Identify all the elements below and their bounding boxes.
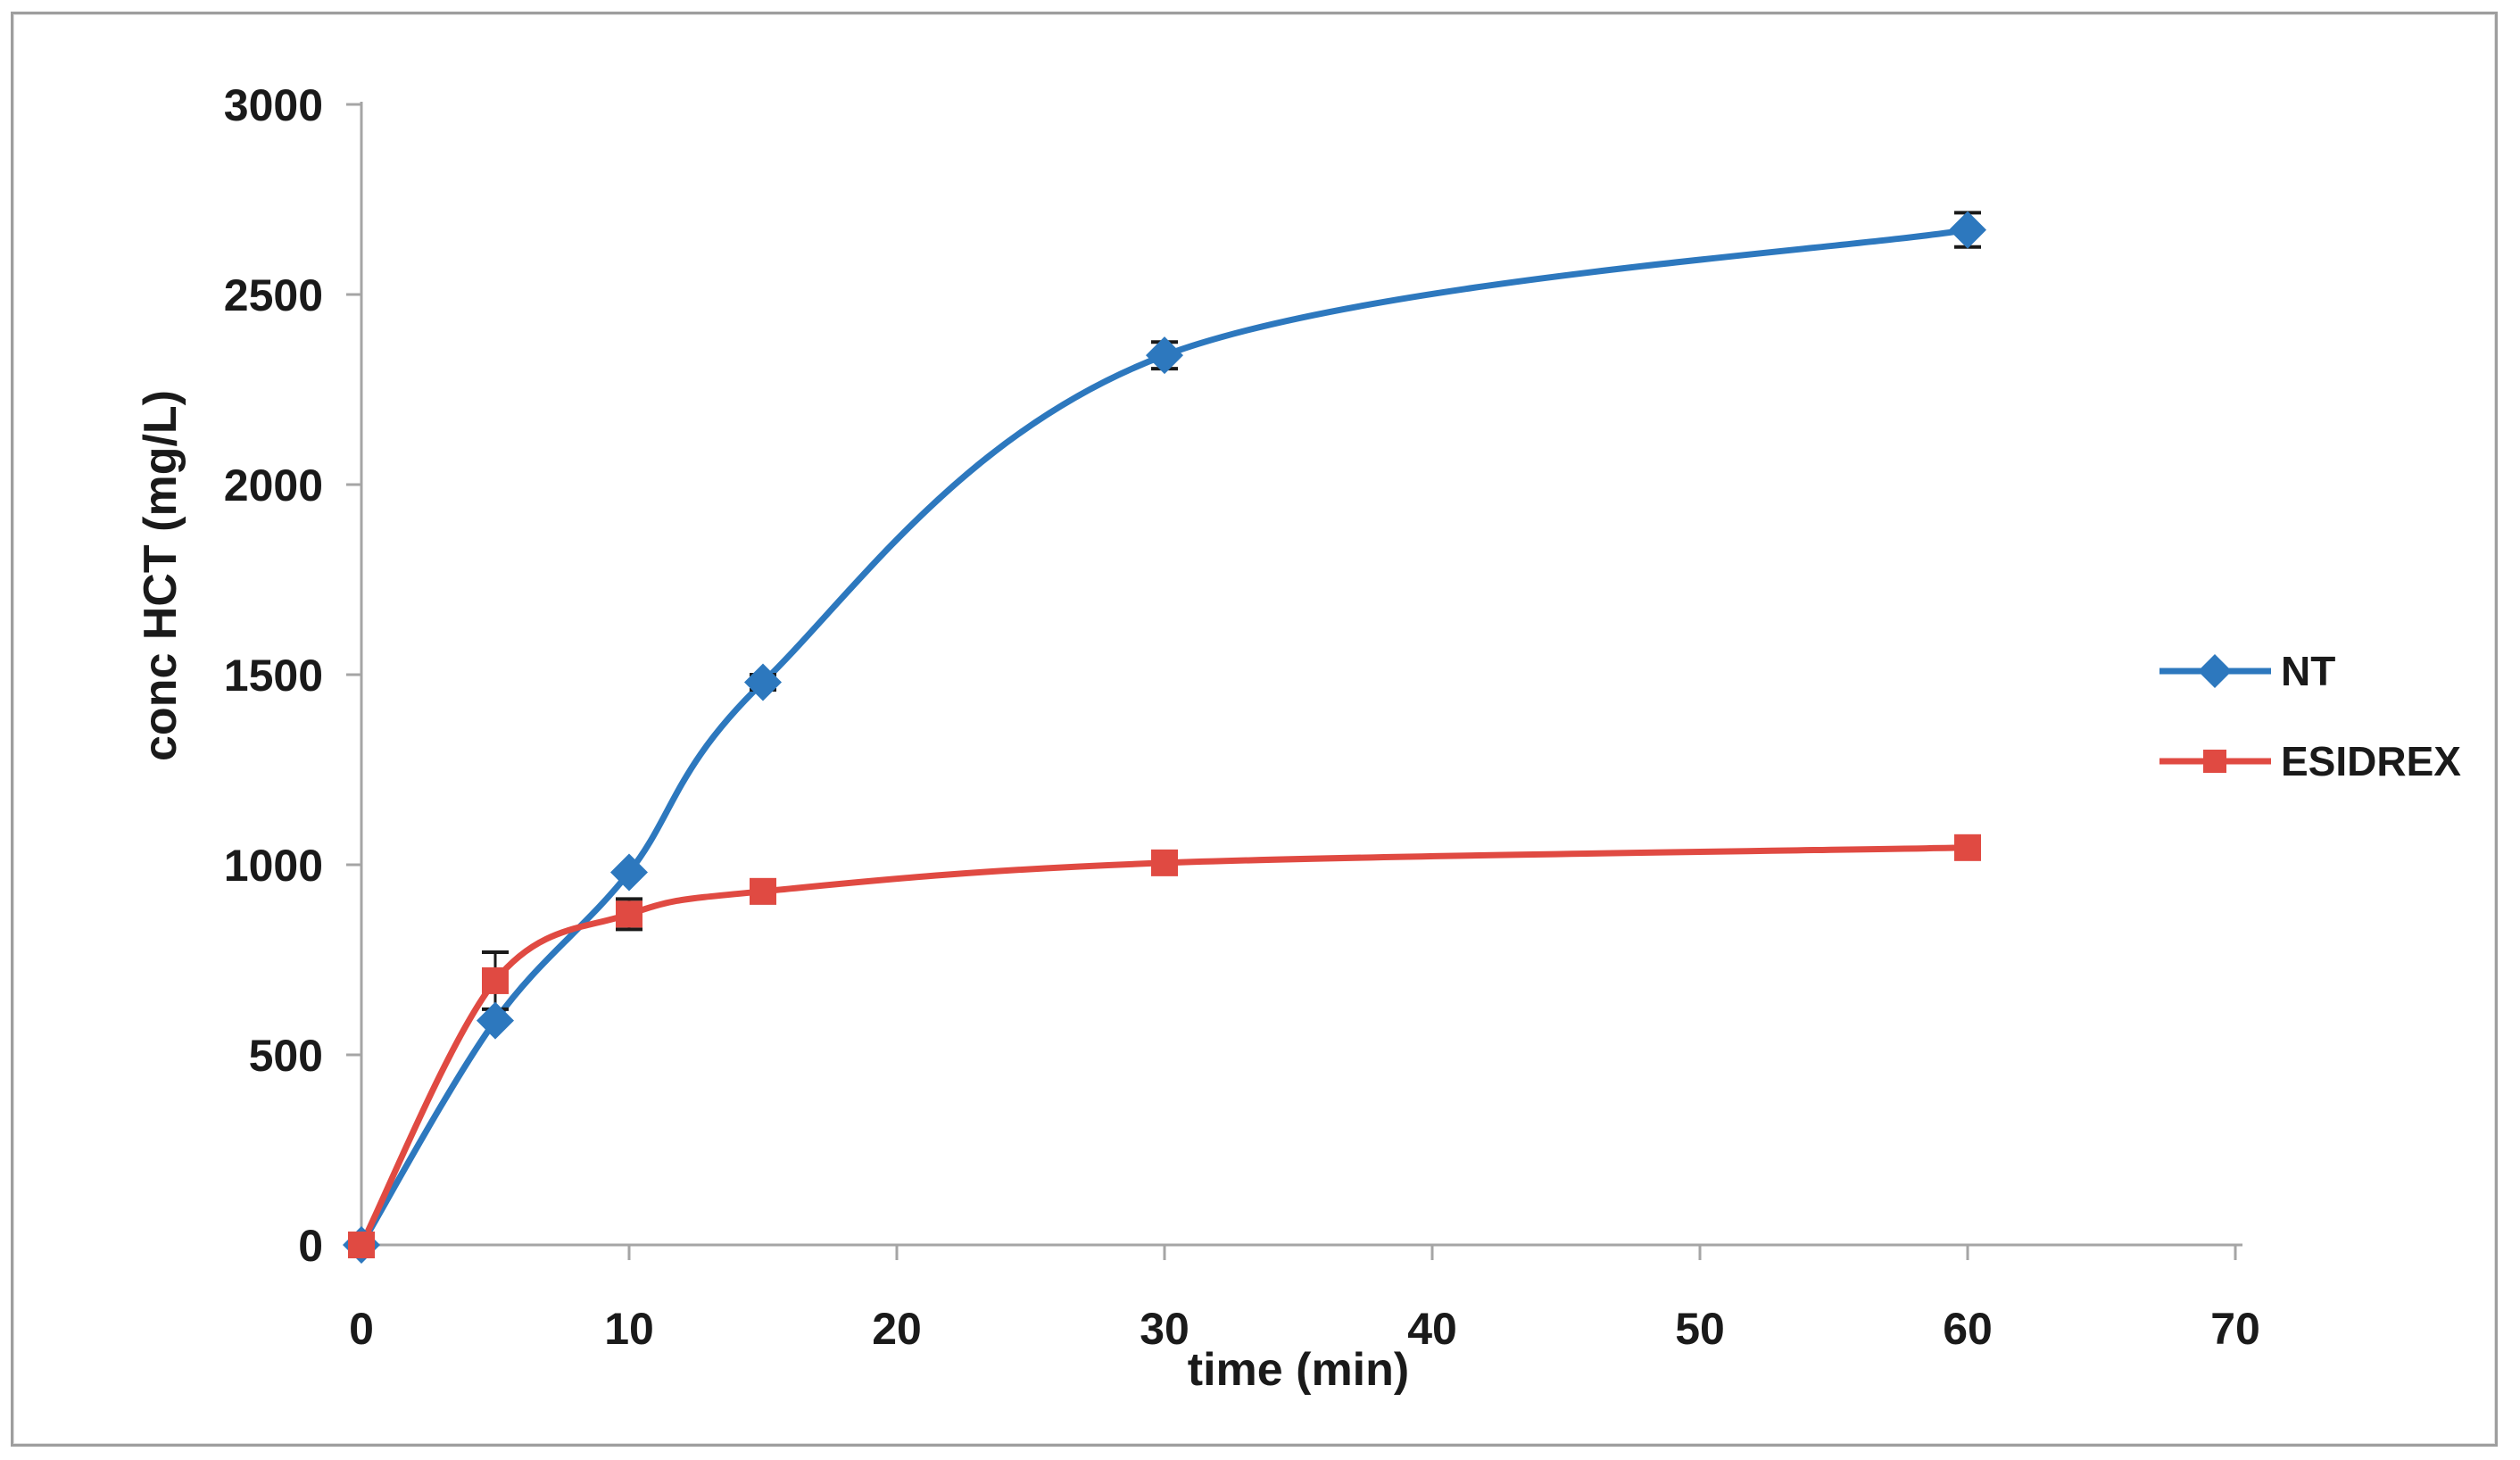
esidrex-square-marker xyxy=(1954,834,1981,861)
x-tick-label: 10 xyxy=(604,1304,654,1354)
series-curve-nt xyxy=(358,227,1971,1248)
legend-item-esidrex: ESIDREX xyxy=(2159,738,2461,784)
legend-label: NT xyxy=(2281,648,2335,694)
y-tick-label: 3000 xyxy=(224,80,323,130)
x-tick-label: 0 xyxy=(349,1304,374,1354)
x-tick-label: 50 xyxy=(1675,1304,1725,1354)
nt-diamond-marker xyxy=(610,853,648,892)
nt-diamond-marker xyxy=(477,1001,514,1040)
y-tick-label: 2500 xyxy=(224,270,323,320)
esidrex-square-marker xyxy=(482,966,509,994)
legend-label: ESIDREX xyxy=(2281,738,2461,784)
esidrex-square-marker xyxy=(348,1232,375,1258)
nt-diamond-marker xyxy=(1949,211,1986,249)
y-tick-label: 500 xyxy=(249,1031,323,1081)
x-tick-label: 40 xyxy=(1407,1304,1457,1354)
x-axis-title: time (min) xyxy=(1188,1344,1409,1396)
series-curve-esidrex xyxy=(358,844,1971,1248)
x-tick-label: 30 xyxy=(1140,1304,1190,1354)
x-tick-label: 60 xyxy=(1943,1304,1993,1354)
esidrex-square-marker xyxy=(750,877,776,905)
x-tick-label: 20 xyxy=(872,1304,922,1354)
nt-diamond-marker xyxy=(2198,654,2232,688)
legend-item-nt: NT xyxy=(2159,648,2335,694)
nt-diamond-marker xyxy=(744,663,782,701)
plot-area: 0 10 20 30 40 50 60 70 0 500 1000 1500 2000 2500 3000 xyxy=(224,80,2260,1354)
x-tick-label: 70 xyxy=(2210,1304,2260,1354)
y-tick-label: 0 xyxy=(298,1221,323,1271)
y-tick-label: 2000 xyxy=(224,460,323,510)
y-axis-title: conc HCT (mg/L) xyxy=(135,390,187,761)
esidrex-square-marker xyxy=(616,900,642,928)
legend: NT ESIDREX xyxy=(2159,648,2461,784)
esidrex-square-marker xyxy=(2203,750,2226,773)
y-tick-label: 1500 xyxy=(224,651,323,701)
nt-diamond-marker xyxy=(1146,336,1183,375)
y-tick-label: 1000 xyxy=(224,841,323,891)
esidrex-square-marker xyxy=(1151,849,1178,876)
